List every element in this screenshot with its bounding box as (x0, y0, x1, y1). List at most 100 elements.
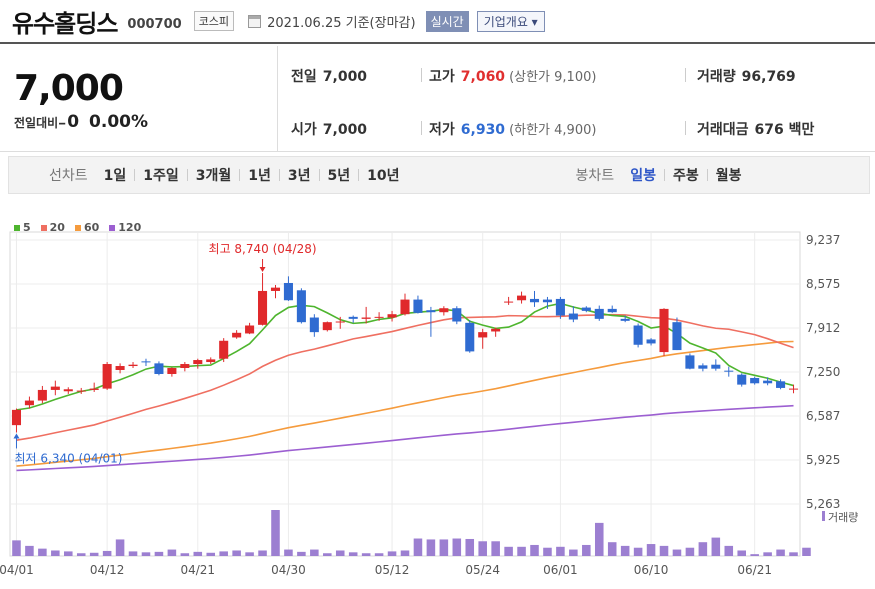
chart-frame (9, 231, 801, 557)
candle-body (711, 364, 721, 369)
high-arrow-icon (259, 267, 266, 273)
y-tick-label: 9,237 (806, 233, 840, 247)
candle-body (529, 298, 540, 303)
volume-bar (582, 544, 591, 556)
stat-high: 고가 7,060 (상한가 9,100) (429, 69, 597, 85)
period-10y[interactable]: 10년 (367, 168, 400, 184)
period-1d[interactable]: 1일 (103, 168, 127, 184)
ma120-line (16, 404, 794, 472)
stock-code: 000700 (127, 16, 182, 32)
candle-weekly[interactable]: 주봉 (672, 168, 699, 184)
y-tick-label: 8,575 (806, 277, 840, 291)
candle-body (737, 374, 747, 385)
candle-body (348, 316, 358, 319)
candle-body (387, 314, 397, 318)
volume-bar (659, 545, 669, 556)
period-5y[interactable]: 5년 (327, 168, 351, 184)
volume-legend-swatch (822, 511, 825, 521)
volume-bar (115, 539, 125, 556)
volume-legend-label: 거래량 (828, 511, 858, 524)
volume-bar (646, 544, 656, 556)
candle-body (361, 317, 371, 319)
candle-body (633, 325, 643, 345)
period-1y[interactable]: 1년 (248, 168, 271, 184)
legend-ma20: 20 (40, 221, 65, 234)
stat-prev-close: 전일 7,000 (291, 69, 368, 85)
change-label: 전일대비 (14, 116, 59, 130)
candle-body (128, 364, 138, 367)
volume-bar (478, 541, 487, 556)
reference-date: 2021.06.25 기준(장마감) (267, 15, 416, 31)
candle-body (37, 389, 47, 401)
candle-body (335, 321, 345, 323)
candle-body (594, 308, 604, 319)
volume-bar (439, 539, 449, 556)
y-tick-label: 5,925 (806, 453, 840, 467)
current-price: 7,000 (14, 68, 124, 109)
volume-bar (206, 552, 216, 556)
volume-bar (737, 550, 746, 556)
candle-body (542, 299, 552, 303)
x-tick-label: 05/12 (375, 563, 410, 577)
candle-body (89, 388, 99, 390)
change-row: 전일대비 ━ 0 0.00% (14, 112, 148, 132)
calendar-icon (248, 14, 262, 28)
volume-bar (154, 551, 164, 556)
volume-bar (297, 551, 306, 556)
candle-body (776, 381, 786, 388)
candle-body (24, 400, 34, 406)
candle-body (270, 287, 281, 291)
candle-body (63, 389, 73, 392)
volume-bar (12, 540, 21, 556)
x-tick-label: 06/10 (634, 563, 669, 577)
realtime-button[interactable]: 실시간 (425, 10, 469, 32)
volume-bar (387, 551, 397, 556)
candle-body (283, 282, 293, 301)
volume-bar (219, 551, 228, 556)
volume-bar (141, 552, 151, 556)
candle-body (245, 325, 255, 334)
period-1w[interactable]: 1주일 (143, 168, 179, 184)
candle-body (374, 316, 384, 318)
volume-bar (284, 549, 293, 556)
volume-bar (348, 552, 358, 556)
volume-bar (543, 547, 552, 556)
no-change-icon: ━ (59, 119, 66, 130)
volume-bar (413, 538, 423, 556)
candle-body (478, 332, 488, 338)
volume-bar (38, 548, 47, 556)
company-info-dropdown[interactable]: 기업개요 ▾ (476, 10, 545, 32)
candle-daily[interactable]: 일봉 (630, 168, 656, 184)
volume-bar (323, 553, 332, 556)
volume-bar (374, 553, 384, 556)
volume-bar (128, 551, 138, 556)
candle-monthly[interactable]: 월봉 (715, 168, 742, 184)
y-tick-label: 6,587 (806, 409, 840, 423)
y-tick-label: 5,263 (806, 497, 840, 511)
volume-bar (763, 552, 772, 556)
candle-chart-label: 봉차트 (575, 168, 615, 184)
volume-bar (607, 542, 617, 556)
candle-body (698, 365, 708, 369)
candle-body (788, 388, 799, 390)
candle-body (309, 317, 319, 333)
volume-bar (556, 546, 565, 556)
candle-body (750, 377, 760, 384)
candle-body (581, 307, 591, 311)
candle-body (568, 313, 578, 320)
volume-bar (335, 550, 345, 556)
volume-bar (620, 545, 630, 556)
period-3y[interactable]: 3년 (287, 168, 311, 184)
legend-ma60: 60 (74, 221, 99, 234)
volume-bar (633, 547, 643, 556)
candle-body (763, 380, 773, 384)
volume-bar (102, 550, 112, 556)
candle-body (322, 322, 332, 331)
volume-bar (76, 553, 86, 556)
period-3m[interactable]: 3개월 (195, 168, 232, 184)
volume-bar (89, 552, 99, 556)
candle-body (724, 370, 734, 372)
candle-body (465, 322, 475, 352)
legend-ma5: 5 (14, 221, 31, 234)
